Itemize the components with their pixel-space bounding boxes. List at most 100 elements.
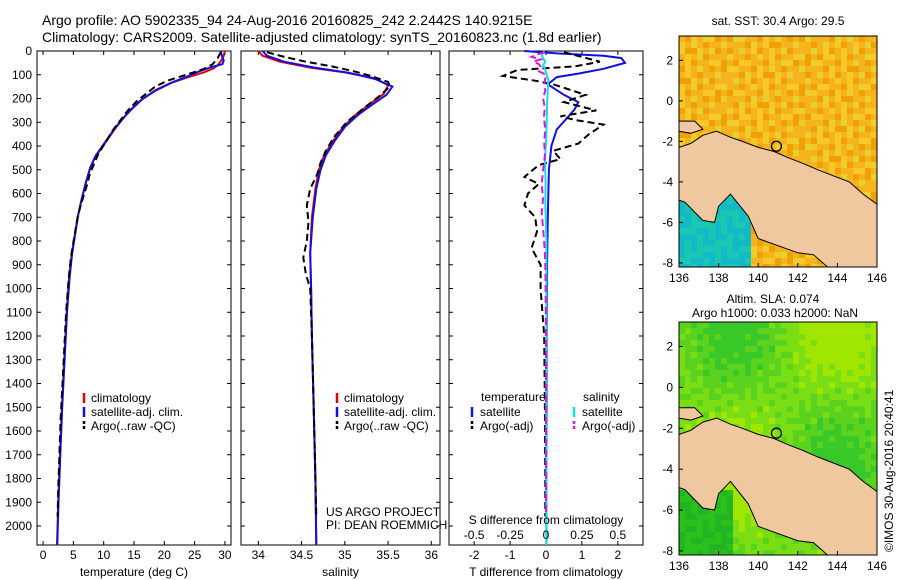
grid-cell — [703, 508, 709, 514]
grid-cell — [853, 60, 859, 66]
grid-cell — [817, 340, 823, 346]
grid-cell — [853, 120, 859, 126]
grid-cell — [871, 42, 877, 48]
grid-cell — [811, 102, 817, 108]
grid-cell — [727, 66, 733, 72]
grid-cell — [841, 418, 847, 424]
grid-cell — [691, 72, 697, 78]
grid-cell — [715, 246, 721, 252]
grid-cell — [703, 394, 709, 400]
grid-cell — [733, 210, 739, 216]
grid-cell — [811, 340, 817, 346]
grid-cell — [775, 424, 781, 430]
y-tick-label: 2 — [666, 53, 673, 67]
grid-cell — [715, 72, 721, 78]
grid-cell — [817, 382, 823, 388]
grid-cell — [745, 364, 751, 370]
grid-cell — [805, 406, 811, 412]
grid-cell — [781, 352, 787, 358]
grid-cell — [703, 388, 709, 394]
grid-cell — [763, 48, 769, 54]
grid-cell — [805, 340, 811, 346]
grid-cell — [697, 340, 703, 346]
grid-cell — [745, 96, 751, 102]
difference-profile: -2 -1 0 1 2T difference from climatologytemp… — [448, 50, 644, 579]
grid-cell — [847, 42, 853, 48]
grid-cell — [763, 418, 769, 424]
y-tick-label: -2 — [662, 421, 673, 435]
grid-cell — [769, 340, 775, 346]
grid-cell — [727, 210, 733, 216]
grid-cell — [733, 48, 739, 54]
grid-cell — [853, 138, 859, 144]
grid-cell — [853, 352, 859, 358]
grid-cell — [763, 544, 769, 550]
grid-cell — [691, 96, 697, 102]
y-tick-label: 2 — [666, 340, 673, 354]
grid-cell — [847, 96, 853, 102]
grid-cell — [793, 418, 799, 424]
grid-cell — [793, 102, 799, 108]
grid-cell — [751, 328, 757, 334]
series-line-satellite-adj-clim- — [261, 50, 394, 546]
island — [679, 407, 704, 421]
grid-cell — [739, 210, 745, 216]
grid-cell — [829, 54, 835, 60]
grid-cell — [769, 114, 775, 120]
grid-cell — [739, 550, 745, 555]
grid-cell — [751, 322, 757, 328]
grid-cell — [859, 400, 865, 406]
grid-cell — [733, 120, 739, 126]
x-tick-label-salinity: -0.25 — [496, 528, 524, 542]
grid-cell — [865, 358, 871, 364]
grid-cell — [709, 114, 715, 120]
grid-cell — [781, 436, 787, 442]
grid-cell — [763, 322, 769, 328]
grid-cell — [847, 108, 853, 114]
grid-cell — [781, 388, 787, 394]
grid-cell — [721, 84, 727, 90]
grid-cell — [793, 538, 799, 544]
grid-cell — [727, 48, 733, 54]
grid-cell — [865, 132, 871, 138]
grid-cell — [685, 114, 691, 120]
series-line-s-satellite — [540, 50, 550, 545]
grid-cell — [775, 120, 781, 126]
grid-cell — [757, 418, 763, 424]
grid-cell — [709, 376, 715, 382]
grid-cell — [745, 252, 751, 258]
grid-cell — [679, 54, 685, 60]
grid-cell — [757, 388, 763, 394]
grid-cell — [733, 388, 739, 394]
grid-cell — [799, 48, 805, 54]
grid-cell — [703, 412, 709, 418]
grid-cell — [799, 120, 805, 126]
grid-cell — [853, 460, 859, 466]
grid-cell — [745, 48, 751, 54]
grid-cell — [871, 412, 877, 418]
annotation-pi: PI: DEAN ROEMMICH — [326, 518, 447, 532]
grid-cell — [829, 454, 835, 460]
grid-cell — [835, 406, 841, 412]
grid-cell — [859, 126, 865, 132]
grid-cell — [871, 126, 877, 132]
grid-cell — [769, 376, 775, 382]
grid-cell — [805, 424, 811, 430]
grid-cell — [793, 382, 799, 388]
grid-cell — [829, 322, 835, 328]
grid-cell — [841, 334, 847, 340]
grid-cell — [715, 544, 721, 550]
grid-cell — [793, 550, 799, 555]
grid-cell — [763, 66, 769, 72]
grid-cell — [847, 340, 853, 346]
grid-cell — [871, 406, 877, 412]
grid-cell — [829, 424, 835, 430]
grid-cell — [715, 388, 721, 394]
grid-cell — [835, 424, 841, 430]
grid-cell — [799, 412, 805, 418]
grid-cell — [823, 448, 829, 454]
grid-cell — [811, 346, 817, 352]
grid-cell — [733, 346, 739, 352]
grid-cell — [817, 120, 823, 126]
credit-text: ©IMOS 30-Aug-2016 20:40:41 — [882, 389, 896, 552]
